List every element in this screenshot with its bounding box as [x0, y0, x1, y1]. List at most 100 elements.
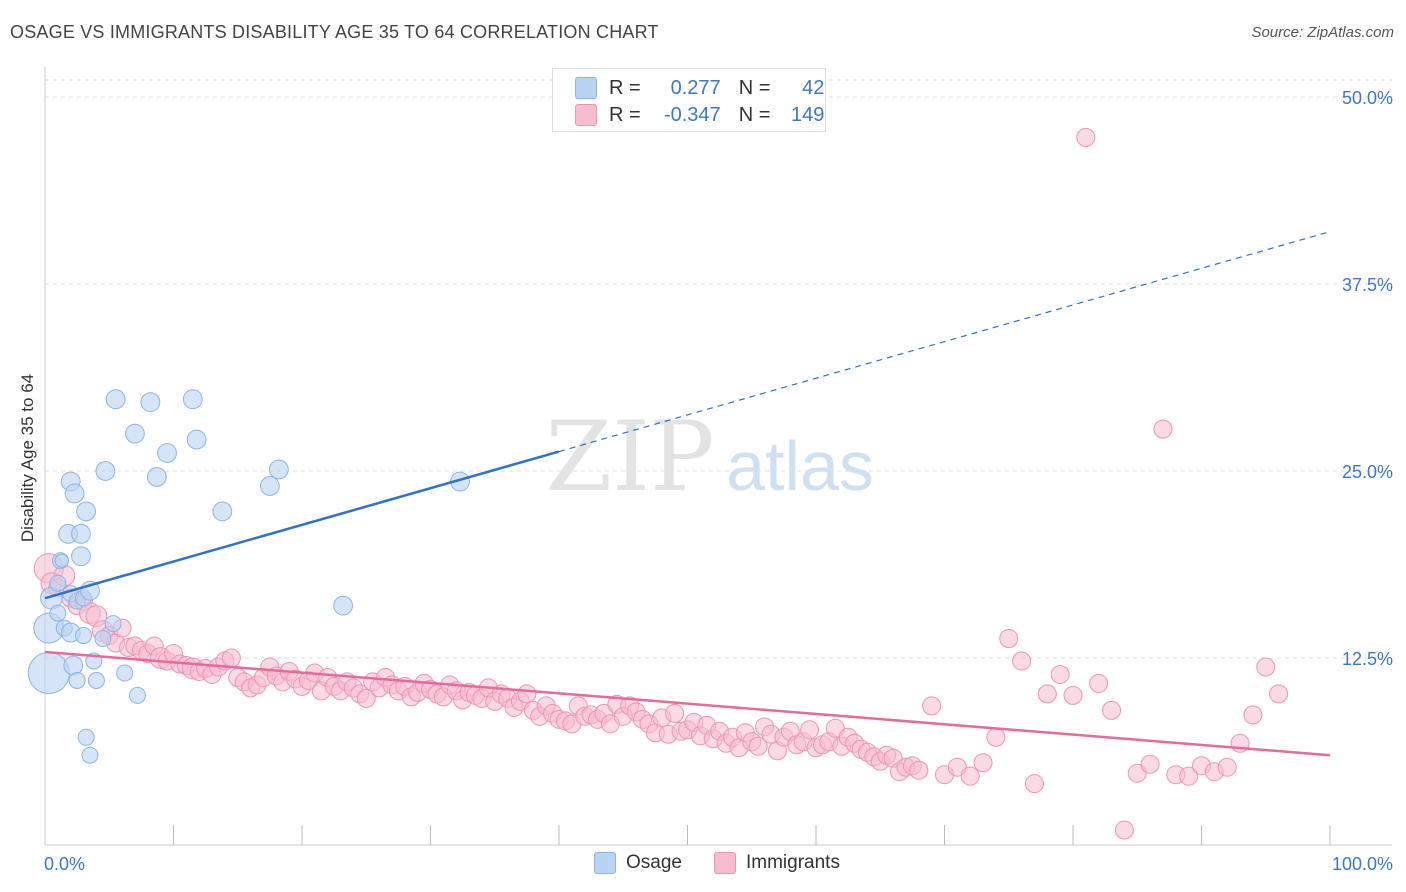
- tick-labels: 12.5% 25.0% 37.5% 50.0% 0.0% 100.0%: [44, 88, 1393, 874]
- osage-point: [81, 746, 99, 764]
- osage-point: [87, 671, 105, 689]
- osage-point: [64, 483, 85, 504]
- immigrants-point: [1217, 757, 1237, 777]
- watermark-atlas: atlas: [726, 427, 874, 505]
- osage-point: [104, 615, 122, 633]
- immigrants-legend-swatch: [714, 852, 736, 874]
- immigrants-point: [1102, 700, 1122, 720]
- osage-trend-extension: [558, 231, 1331, 453]
- y-axis-label: Disability Age 35 to 64: [18, 373, 37, 543]
- osage-point: [71, 546, 91, 567]
- osage-point: [116, 664, 134, 682]
- immigrants-point: [221, 648, 241, 668]
- osage-r-value: 0.277: [670, 76, 721, 99]
- immigrants-swatch: [575, 104, 597, 126]
- legend-item-immigrants: Immigrants: [714, 852, 840, 874]
- immigrants-point: [356, 688, 376, 708]
- immigrants-point: [1140, 754, 1160, 774]
- watermark: ZIP atlas: [545, 401, 874, 513]
- watermark-zip: ZIP: [545, 401, 714, 513]
- osage-n-value: 42: [802, 76, 825, 99]
- immigrants-point: [1256, 657, 1276, 677]
- gridlines: [45, 79, 1392, 659]
- osage-legend-swatch: [594, 852, 616, 874]
- osage-point: [125, 423, 145, 444]
- immigrants-point: [1153, 419, 1173, 439]
- osage-points: [27, 389, 470, 764]
- immigrants-legend-label: Immigrants: [746, 852, 840, 873]
- y-tick-label: 37.5%: [1342, 275, 1393, 295]
- stats-legend: R = 0.277 N = 42 R = -0.347 N = 149: [552, 68, 826, 132]
- immigrants-point: [665, 703, 685, 723]
- immigrants-point: [517, 684, 537, 704]
- immigrants-r-value: -0.347: [663, 103, 721, 126]
- osage-point: [186, 429, 207, 450]
- y-tick-label: 12.5%: [1342, 649, 1393, 669]
- osage-point: [105, 389, 126, 410]
- y-tick-label: 50.0%: [1342, 88, 1393, 108]
- immigrants-point: [960, 766, 980, 786]
- immigrants-point: [800, 720, 820, 740]
- source-label: Source: ZipAtlas.com: [1251, 24, 1394, 41]
- y-tick-label: 25.0%: [1342, 462, 1393, 482]
- immigrants-point: [1012, 651, 1032, 671]
- osage-point: [140, 392, 161, 413]
- osage-point: [146, 467, 167, 487]
- immigrants-point: [1179, 766, 1199, 786]
- legend-r-label: R =: [609, 76, 641, 99]
- osage-point: [333, 595, 354, 616]
- osage-point: [54, 553, 69, 568]
- immigrants-point: [909, 760, 929, 780]
- legend-n-label: N =: [738, 103, 771, 126]
- x-tick-label: 0.0%: [44, 854, 85, 874]
- immigrants-point: [973, 753, 993, 773]
- osage-legend-label: Osage: [626, 852, 682, 873]
- immigrants-trend-line: [44, 650, 1331, 757]
- osage-point: [49, 604, 67, 622]
- immigrants-point: [1024, 774, 1044, 794]
- osage-point: [157, 443, 177, 463]
- osage-point: [27, 651, 70, 695]
- osage-point: [94, 630, 112, 648]
- immigrants-point: [922, 696, 942, 716]
- series-legend: Osage Immigrants: [0, 850, 1406, 880]
- legend-item-osage: Osage: [594, 852, 682, 874]
- x-tick-label: 100.0%: [1332, 854, 1393, 874]
- osage-point: [212, 501, 233, 522]
- axes: [44, 67, 1392, 846]
- immigrants-point: [1076, 127, 1096, 147]
- immigrants-point: [1050, 664, 1070, 684]
- immigrants-point: [1037, 684, 1057, 704]
- immigrants-point: [1243, 705, 1263, 725]
- osage-point: [182, 389, 203, 410]
- osage-point: [76, 501, 97, 522]
- osage-point: [68, 671, 86, 689]
- immigrants-point: [1089, 673, 1109, 693]
- osage-point: [95, 461, 116, 481]
- immigrants-point: [986, 727, 1006, 747]
- osage-trend-line: [44, 450, 560, 600]
- osage-point: [77, 728, 95, 746]
- immigrants-point: [1063, 685, 1083, 705]
- chart-title: OSAGE VS IMMIGRANTS DISABILITY AGE 35 TO…: [10, 22, 659, 42]
- osage-point: [129, 686, 147, 704]
- osage-point: [268, 459, 289, 480]
- legend-row-immigrants: R = -0.347 N = 149: [575, 102, 824, 128]
- osage-point: [75, 627, 93, 645]
- legend-r-label: R =: [609, 103, 641, 126]
- osage-point: [71, 523, 91, 544]
- legend-row-osage: R = 0.277 N = 42: [575, 75, 824, 101]
- osage-point: [259, 476, 280, 496]
- osage-point: [63, 655, 84, 676]
- immigrants-point: [999, 629, 1019, 649]
- immigrants-point: [1114, 820, 1134, 840]
- trend-lines: [44, 231, 1331, 757]
- immigrants-point: [748, 736, 768, 756]
- immigrants-points: [33, 127, 1289, 840]
- legend-n-label: N =: [738, 76, 771, 99]
- osage-point: [49, 574, 67, 592]
- immigrants-n-value: 149: [791, 103, 825, 126]
- osage-swatch: [575, 77, 597, 99]
- immigrants-point: [1269, 684, 1289, 704]
